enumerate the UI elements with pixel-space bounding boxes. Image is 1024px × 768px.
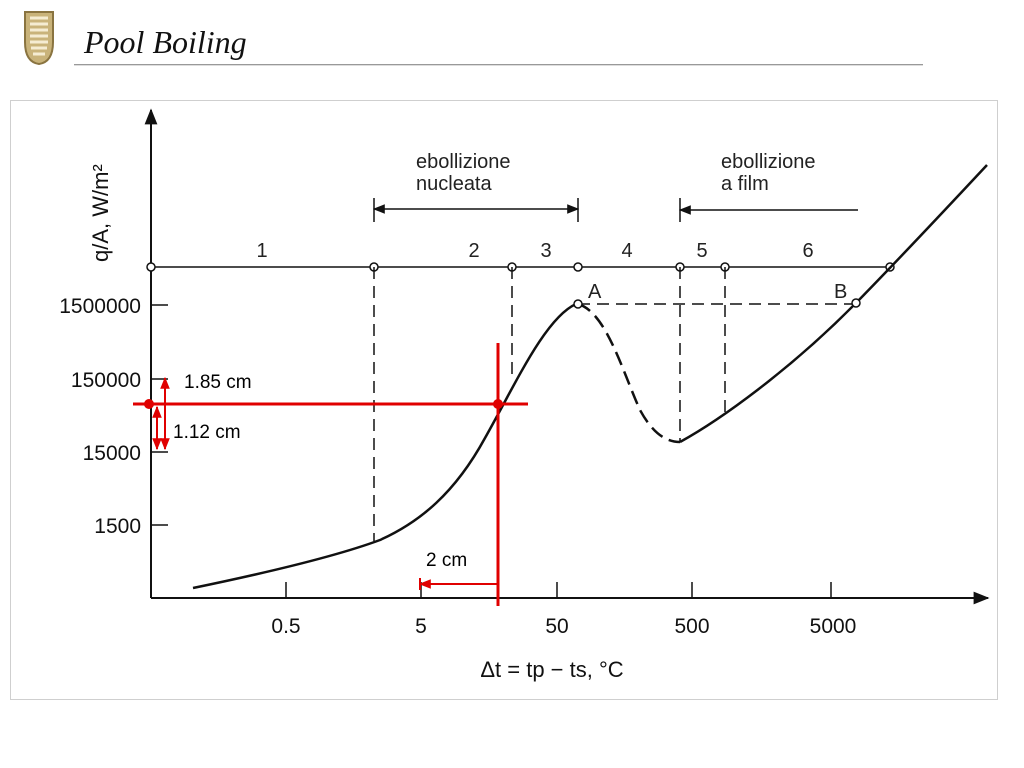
- region-label: 3: [540, 240, 551, 262]
- measure-label-2cm: 2 cm: [426, 550, 467, 571]
- y-tick-label: 150000: [71, 369, 141, 392]
- x-tick-label: 5000: [810, 615, 857, 638]
- measure-label-1.85cm: 1.85 cm: [184, 372, 252, 393]
- chart-frame: [10, 100, 998, 700]
- y-tick-label: 1500: [94, 515, 141, 538]
- region-boundary-marker: [146, 262, 156, 272]
- y-axis-label: q/A, W/m²: [88, 164, 113, 262]
- page-title: Pool Boiling: [84, 24, 247, 60]
- region-label: 4: [621, 240, 632, 262]
- x-tick-label: 0.5: [271, 615, 300, 638]
- measure-label-1.12cm: 1.12 cm: [173, 422, 241, 443]
- point-a-marker: [573, 299, 583, 309]
- x-tick-label: 500: [674, 615, 709, 638]
- region-label: 1: [256, 240, 267, 262]
- boiling-curve-transition: [577, 302, 681, 444]
- film-label-line2: a film: [721, 173, 769, 195]
- red-intersection-dot: [493, 399, 503, 409]
- film-label-line1: ebollizione: [721, 151, 816, 173]
- region-label: 2: [468, 240, 479, 262]
- x-ticks: [285, 582, 832, 598]
- region-markers: [146, 262, 895, 272]
- region-label: 6: [802, 240, 813, 262]
- title-divider: [74, 64, 923, 65]
- nucleate-label-line2: nucleata: [416, 173, 492, 195]
- measurement-overlay: [133, 343, 528, 606]
- point-b-label: B: [834, 281, 847, 303]
- boiling-curve-left: [192, 302, 577, 590]
- logo-icon: [22, 8, 56, 66]
- x-tick-label: 50: [545, 615, 568, 638]
- region-label: 5: [696, 240, 707, 262]
- y-tick-label: 1500000: [59, 295, 141, 318]
- y-tick-label: 15000: [83, 442, 141, 465]
- point-a-label: A: [588, 281, 602, 303]
- point-b-marker: [851, 298, 861, 308]
- title-divider-shadow: [74, 65, 923, 66]
- x-tick-label: 5: [415, 615, 427, 638]
- nucleate-label-line1: ebollizione: [416, 151, 511, 173]
- region-boundary-marker: [573, 262, 583, 272]
- red-axis-dot: [144, 399, 154, 409]
- x-axis-label: Δt = tp − ts, °C: [480, 657, 623, 682]
